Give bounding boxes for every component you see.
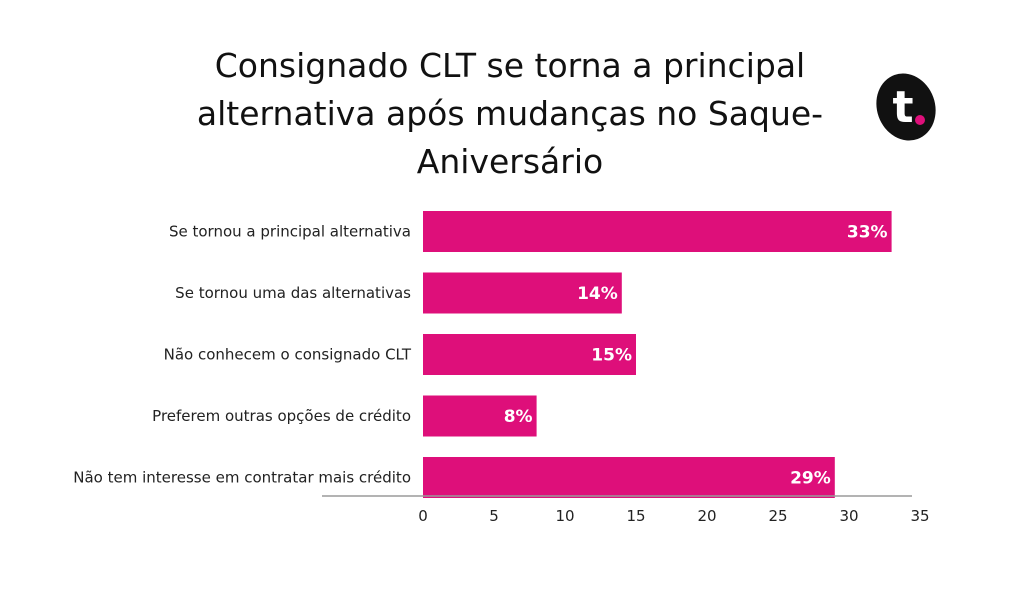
value-label-2: 15% [591,346,632,366]
bar-1 [423,272,622,314]
x-tick-label-7: 35 [910,507,929,525]
logo-letter: t [892,82,913,133]
bar-4 [423,457,835,498]
category-label-2: Não conhecem o consignado CLT [164,346,412,364]
value-label-0: 33% [847,223,888,243]
value-label-4: 29% [790,469,831,489]
category-label-3: Preferem outras opções de crédito [152,407,411,425]
bar-3 [423,395,537,437]
brand-logo-icon: t [876,73,936,141]
x-tick-label-3: 15 [626,507,645,525]
x-tick-label-1: 5 [489,507,499,525]
x-tick-label-0: 0 [418,507,428,525]
chart-title: Consignado CLT se torna a principal alte… [196,46,824,181]
category-label-4: Não tem interesse em contratar mais créd… [73,469,411,487]
bar-0 [423,211,892,252]
category-label-0: Se tornou a principal alternativa [169,223,411,241]
x-tick-label-2: 10 [555,507,574,525]
bar-2 [423,334,636,375]
x-tick-label-5: 25 [768,507,787,525]
x-axis-ticks: 0 5 10 15 20 25 30 35 [418,507,929,525]
logo-dot [915,115,925,125]
bars-layer: Se tornou a principal alternativa 33% Se t… [73,211,892,498]
value-label-3: 8% [504,407,533,427]
category-label-1: Se tornou uma das alternativas [175,284,411,302]
x-tick-label-4: 20 [697,507,716,525]
x-tick-label-6: 30 [839,507,858,525]
value-label-1: 14% [577,284,618,304]
